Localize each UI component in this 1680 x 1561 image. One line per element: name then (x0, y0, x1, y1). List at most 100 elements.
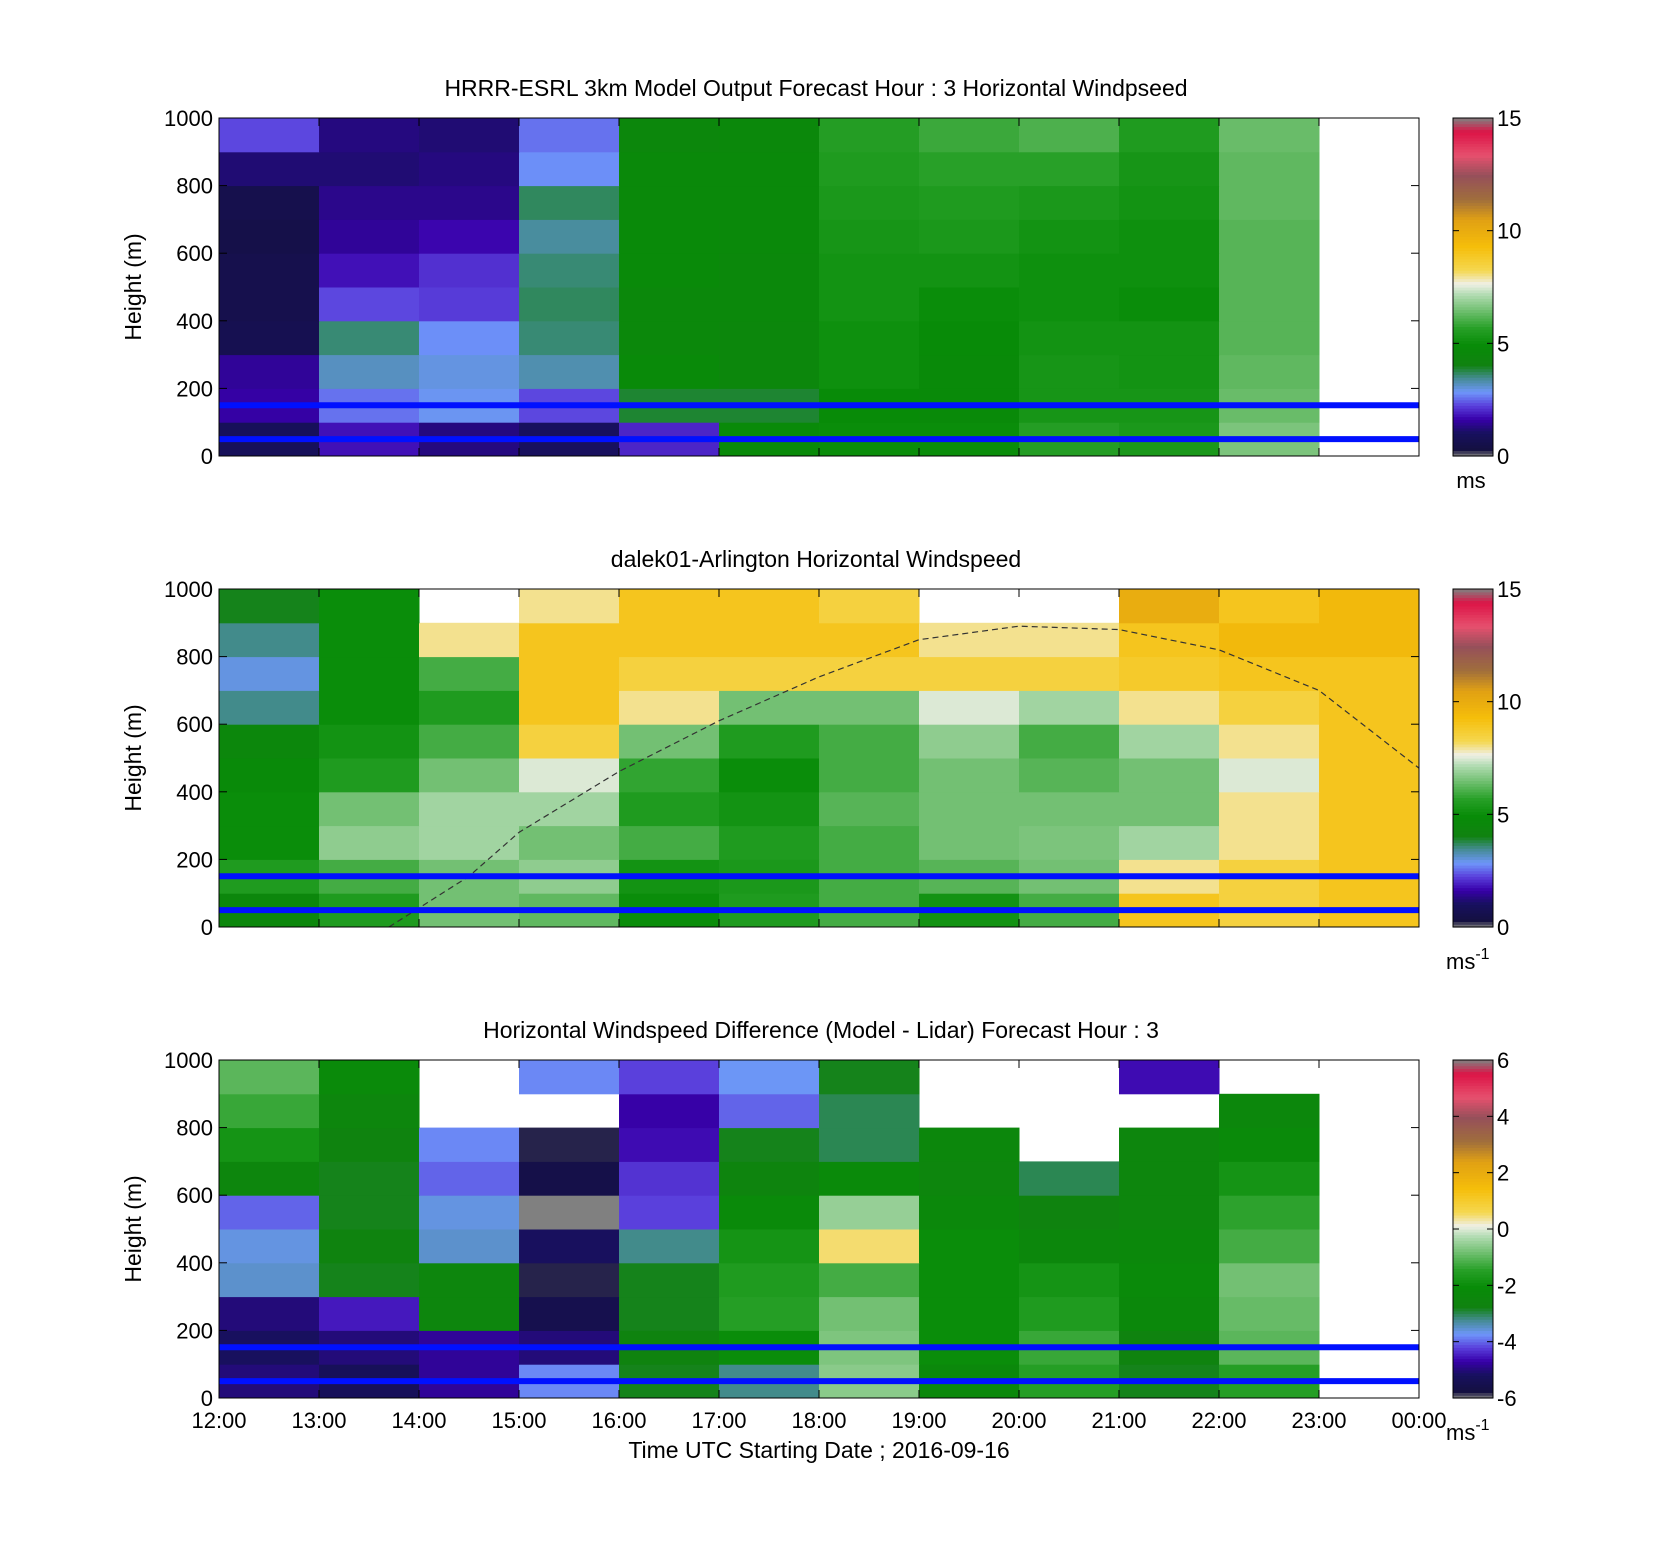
heatmap-cell (919, 354, 1020, 389)
heatmap-cell (919, 1127, 1020, 1162)
colorbar-segment (1453, 1352, 1493, 1357)
colorbar-segment (1453, 1285, 1493, 1289)
colorbar-segment (1453, 665, 1493, 669)
y-tick-label: 200 (176, 376, 213, 401)
heatmap-cell (319, 253, 420, 288)
colorbar-tick-label: 0 (1497, 444, 1509, 469)
colorbar-segment (1453, 247, 1493, 251)
heatmap-cell (319, 1127, 420, 1162)
colorbar-segment (1453, 710, 1493, 714)
heatmap-cell (419, 758, 520, 793)
heatmap-cell (1019, 1262, 1120, 1298)
colorbar-segment (1453, 256, 1493, 260)
heatmap-cell (719, 253, 820, 288)
colorbar-segment (1453, 182, 1493, 187)
y-tick-label: 1000 (164, 577, 213, 602)
heatmap-cell (819, 1195, 920, 1230)
colorbar-segment (1453, 1147, 1493, 1151)
heatmap-cell (619, 1229, 720, 1264)
colorbar-segment (1453, 611, 1493, 615)
colorbar-segment (1453, 636, 1493, 641)
colorbar-segment (1453, 712, 1493, 717)
colorbar-segment (1453, 738, 1493, 742)
colorbar-segment (1453, 1167, 1493, 1171)
heatmap-cell (519, 320, 620, 356)
heatmap-cell (519, 1262, 620, 1298)
colorbar-segment (1453, 1367, 1493, 1371)
heatmap-cell (1219, 656, 1320, 691)
colorbar-segment (1453, 1068, 1493, 1072)
heatmap-cell (1019, 151, 1120, 187)
heatmap-cell (319, 1262, 420, 1298)
heatmap-cell (919, 287, 1020, 322)
colorbar-frame (1452, 117, 1494, 457)
heatmap-cell (719, 1127, 820, 1162)
heatmap-cell (219, 1262, 320, 1298)
colorbar-segment (1453, 129, 1493, 133)
colorbar-segment (1453, 441, 1493, 446)
heatmap-cell (1019, 1296, 1120, 1331)
colorbar-tick-label: 4 (1497, 1104, 1509, 1129)
heatmap-cell (519, 253, 620, 288)
heatmap-cell (1019, 1161, 1120, 1196)
colorbar-segment (1453, 1245, 1493, 1250)
colorbar-segment (1453, 752, 1493, 756)
heatmap-cell (219, 1195, 320, 1230)
heatmap-cell (219, 320, 320, 356)
colorbar-segment (1453, 160, 1493, 164)
colorbar-segment (1453, 439, 1493, 443)
colorbar-segment (1453, 377, 1493, 381)
colorbar-segment (1453, 1265, 1493, 1270)
heatmap-cell (419, 724, 520, 759)
heatmap-cell (919, 724, 1020, 759)
colorbar-segment (1453, 1071, 1493, 1075)
colorbar-segment (1453, 1262, 1493, 1267)
colorbar-segment (1453, 1305, 1493, 1309)
colorbar-segment (1453, 1268, 1493, 1272)
colorbar-segment (1453, 1321, 1493, 1326)
heatmap-cell (1219, 825, 1320, 860)
colorbar-segment (1453, 1144, 1493, 1148)
heatmap-cell (619, 758, 720, 793)
colorbar-segment (1453, 337, 1493, 342)
colorbar-segment (1453, 1395, 1493, 1399)
colorbar-segment (1453, 910, 1493, 914)
heatmap-cell (1119, 589, 1220, 624)
colorbar-segment (1453, 600, 1493, 604)
colorbar-segment (1453, 1110, 1493, 1115)
colorbar-segment (1453, 1372, 1493, 1377)
heatmap-cell (619, 253, 720, 288)
colorbar-segment (1453, 1383, 1493, 1388)
heatmap-cell (319, 287, 420, 322)
heatmap-cell (319, 1296, 420, 1331)
colorbar-segment (1453, 275, 1493, 280)
heatmap-cell (619, 622, 720, 658)
colorbar-tick-label: 10 (1497, 690, 1521, 715)
colorbar-segment (1453, 589, 1493, 593)
panel-1-reference-lines (219, 402, 1419, 443)
x-tick-label: 18:00 (791, 1408, 846, 1433)
colorbar-segment (1453, 168, 1493, 173)
colorbar-segment (1453, 216, 1493, 220)
colorbar-segment (1453, 317, 1493, 322)
colorbar-segment (1453, 1200, 1493, 1205)
colorbar-segment (1453, 1240, 1493, 1244)
colorbar-segment (1453, 1116, 1493, 1120)
colorbar-segment (1453, 1060, 1493, 1064)
x-tick-label: 16:00 (591, 1408, 646, 1433)
colorbar-segment (1453, 379, 1493, 384)
y-tick-label: 600 (176, 712, 213, 737)
colorbar-segment (1453, 794, 1493, 799)
colorbar-segment (1453, 351, 1493, 356)
y-tick-label: 200 (176, 847, 213, 872)
colorbar-segment (1453, 402, 1493, 406)
colorbar-segment (1453, 444, 1493, 449)
colorbar-segment (1453, 1282, 1493, 1286)
colorbar-segment (1453, 850, 1493, 855)
colorbar-segment (1453, 1386, 1493, 1391)
colorbar-segment (1453, 385, 1493, 389)
heatmap-cell (819, 1060, 920, 1095)
colorbar-segment (1453, 1136, 1493, 1140)
colorbar-segment (1453, 729, 1493, 734)
